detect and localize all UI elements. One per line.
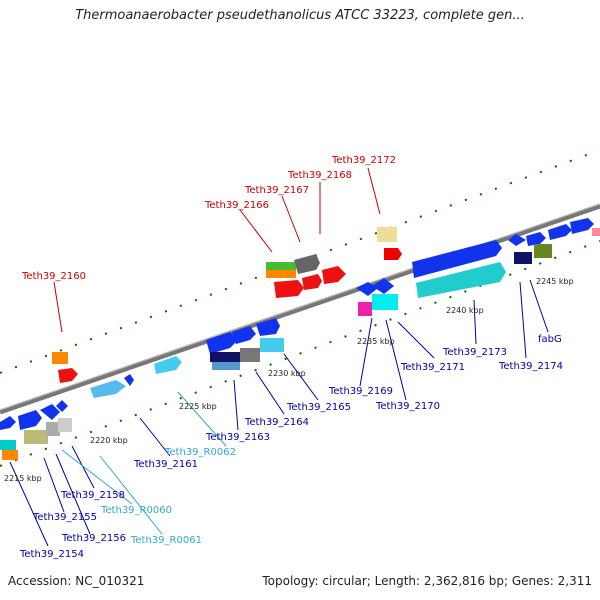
gene-2163-arrow[interactable] bbox=[206, 332, 238, 354]
gene-label[interactable]: Teth39_R0061 bbox=[130, 535, 202, 546]
gene-label[interactable]: Teth39_2164 bbox=[244, 417, 309, 428]
gene-label[interactable]: Teth39_2172 bbox=[331, 155, 396, 166]
genome-backbone bbox=[0, 203, 600, 415]
lower-features bbox=[0, 218, 594, 444]
gene-2166-arrow[interactable] bbox=[274, 280, 304, 298]
gene-2168-block[interactable] bbox=[294, 254, 320, 274]
gene-2155-block[interactable] bbox=[24, 430, 48, 444]
gene-2163-block[interactable] bbox=[210, 352, 240, 362]
gene-2174-block[interactable] bbox=[534, 244, 552, 258]
gene-label[interactable]: Teth39_2165 bbox=[286, 402, 351, 413]
gene-label[interactable]: Teth39_2155 bbox=[32, 512, 97, 523]
gene-2164-arrow[interactable] bbox=[232, 326, 256, 344]
gene-2161b-arrow[interactable] bbox=[124, 374, 134, 386]
gene-label[interactable]: Teth39_2156 bbox=[61, 533, 126, 544]
map-title: Thermoanaerobacter pseudethanolicus ATCC… bbox=[75, 8, 525, 23]
gene-label[interactable]: Teth39_R0060 bbox=[100, 505, 172, 516]
gene-label[interactable]: Teth39_2154 bbox=[19, 549, 84, 560]
gene-2174b-arrow[interactable] bbox=[570, 218, 594, 234]
genome-summary-label: Topology: circular; Length: 2,362,816 bp… bbox=[262, 574, 592, 588]
gene-2170-block[interactable] bbox=[372, 294, 398, 310]
gene-2155-arrow[interactable] bbox=[18, 410, 42, 430]
gene-edge-orange[interactable] bbox=[2, 450, 18, 460]
scale-label: 2240 kbp bbox=[446, 306, 484, 315]
gene-2166-block[interactable] bbox=[266, 262, 296, 270]
gene-2169-arrow[interactable] bbox=[356, 282, 378, 296]
gene-2164-block[interactable] bbox=[240, 348, 260, 362]
gene-2172-block[interactable] bbox=[377, 227, 397, 242]
gene-edge-pink[interactable] bbox=[592, 228, 600, 236]
gene-fabG-arrow-b[interactable] bbox=[526, 232, 546, 246]
gene-label[interactable]: Teth39_2173 bbox=[442, 347, 507, 358]
gene-labels: Teth39_2172 Teth39_2168 Teth39_2167 Teth… bbox=[19, 155, 563, 560]
gene-2156-block[interactable] bbox=[46, 422, 60, 436]
gene-2165-block[interactable] bbox=[260, 338, 284, 352]
gene-2170-arrow[interactable] bbox=[372, 278, 394, 294]
inner-tick-track bbox=[0, 240, 600, 467]
gene-2173-arrow[interactable] bbox=[412, 240, 502, 278]
gene-2172-arrow[interactable] bbox=[384, 248, 402, 260]
gene-2158-block[interactable] bbox=[58, 418, 72, 432]
genome-backbone-highlight bbox=[0, 203, 600, 411]
gene-label[interactable]: Teth39_2158 bbox=[60, 490, 125, 501]
gene-label[interactable]: Teth39_2160 bbox=[21, 271, 86, 282]
gene-edge-cyan[interactable] bbox=[0, 440, 16, 450]
gene-2167-block[interactable] bbox=[266, 270, 296, 278]
gene-label[interactable]: Teth39_2168 bbox=[287, 170, 352, 181]
gene-2160-arrow[interactable] bbox=[58, 368, 78, 383]
upper-features bbox=[0, 227, 600, 460]
scale-labels: 2245 kbp 2240 kbp 2235 kbp 2230 kbp 2225… bbox=[4, 277, 574, 483]
gene-2161-arrow[interactable] bbox=[90, 380, 126, 398]
scale-label: 2235 kbp bbox=[357, 337, 395, 346]
accession-label: Accession: NC_010321 bbox=[8, 574, 145, 588]
gene-fabG-block[interactable] bbox=[514, 252, 532, 264]
gene-R0062-arrow[interactable] bbox=[154, 356, 182, 374]
gene-label[interactable]: fabG bbox=[538, 334, 562, 345]
gene-label[interactable]: Teth39_2174 bbox=[498, 361, 563, 372]
gene-2165-arrow[interactable] bbox=[256, 318, 280, 336]
gene-label[interactable]: Teth39_R0062 bbox=[164, 447, 236, 458]
gene-2168-arrow[interactable] bbox=[322, 266, 346, 284]
gene-label[interactable]: Teth39_2167 bbox=[244, 185, 309, 196]
gene-2174-arrow[interactable] bbox=[548, 224, 572, 240]
scale-label: 2220 kbp bbox=[90, 436, 128, 445]
gene-2173-block[interactable] bbox=[416, 262, 506, 298]
gene-2169-block[interactable] bbox=[358, 302, 372, 316]
scale-label: 2245 kbp bbox=[536, 277, 574, 286]
gene-2167-arrow[interactable] bbox=[302, 274, 322, 290]
gene-2156-arrow[interactable] bbox=[40, 404, 60, 420]
gene-label[interactable]: Teth39_2171 bbox=[400, 362, 465, 373]
scale-label: 2225 kbp bbox=[179, 402, 217, 411]
scale-label: 2230 kbp bbox=[268, 369, 306, 378]
gene-2158-arrow[interactable] bbox=[56, 400, 68, 412]
gene-2154-arrow[interactable] bbox=[0, 416, 16, 430]
gene-fabG-arrow-a[interactable] bbox=[508, 234, 526, 246]
scale-label: 2215 kbp bbox=[4, 474, 42, 483]
gene-label[interactable]: Teth39_2163 bbox=[205, 432, 270, 443]
gene-label[interactable]: Teth39_2170 bbox=[375, 401, 440, 412]
gene-label[interactable]: Teth39_2161 bbox=[133, 459, 198, 470]
gene-2160-block[interactable] bbox=[52, 352, 68, 364]
gene-label[interactable]: Teth39_2169 bbox=[328, 386, 393, 397]
gene-label[interactable]: Teth39_2166 bbox=[204, 200, 269, 211]
leader-lines bbox=[9, 167, 549, 547]
gene-2163b-block[interactable] bbox=[212, 362, 240, 370]
